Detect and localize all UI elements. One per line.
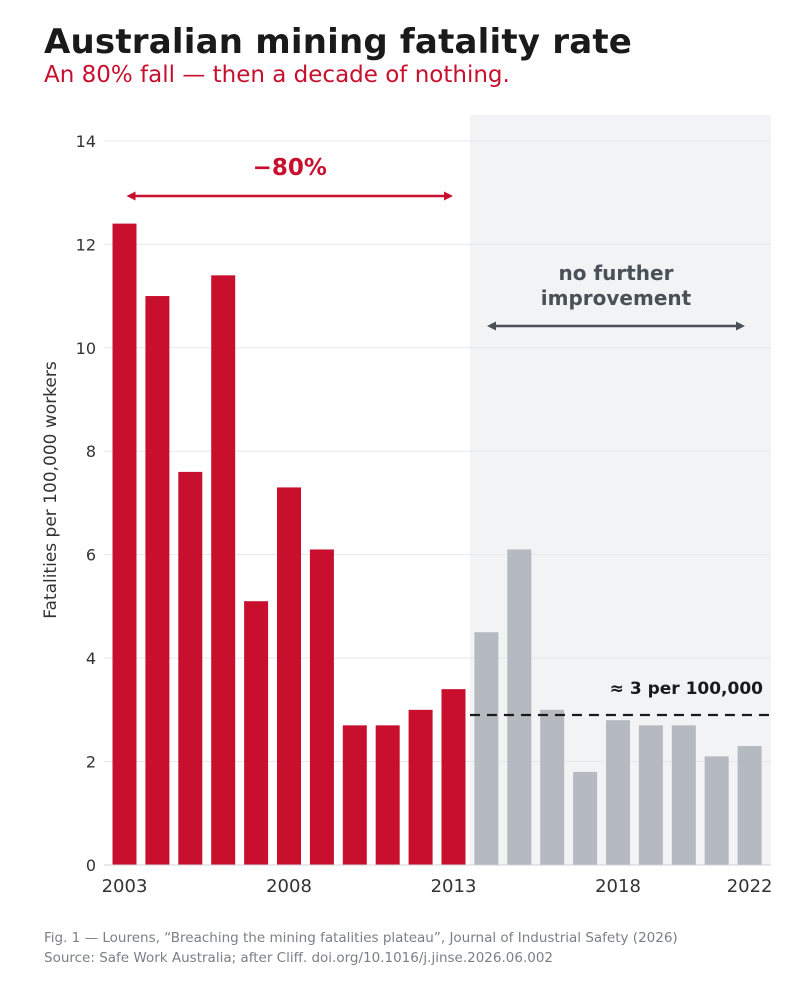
bar-2017 [573, 771, 598, 865]
y-tick-label: 12 [76, 235, 96, 254]
bar-2012 [408, 709, 433, 865]
y-tick-label: 0 [86, 856, 96, 875]
bar-2015 [507, 549, 532, 865]
y-tick-label: 14 [76, 132, 96, 151]
y-tick-label: 6 [86, 546, 96, 565]
plateau-arrow-head-left [487, 321, 496, 331]
bar-2011 [375, 725, 400, 865]
bar-2022 [737, 746, 762, 865]
bar-2004 [145, 296, 170, 865]
caption-citation: Fig. 1 — Lourens, “Breaching the mining … [44, 930, 678, 946]
plateau-annotation-line: improvement [541, 286, 692, 310]
bar-2020 [671, 725, 696, 865]
x-tick-label: 2018 [595, 876, 641, 897]
bar-2018 [606, 720, 630, 865]
x-tick-label: 2008 [266, 876, 312, 897]
bar-2019 [638, 725, 663, 865]
x-tick-label: 2003 [102, 876, 148, 897]
reference-line-label: ≈ 3 per 100,000 [610, 679, 764, 699]
bar-2010 [342, 725, 367, 865]
chart-title: Australian mining fatality rate [44, 22, 633, 62]
bar-2006 [211, 275, 236, 865]
bar-2013 [441, 689, 466, 865]
plateau-annotation-line: no further [559, 261, 674, 285]
bar-2008 [277, 487, 301, 865]
y-tick-label: 2 [86, 753, 96, 772]
y-axis-label: Fatalities per 100,000 workers [41, 361, 61, 619]
plateau-arrow-head-right [736, 321, 745, 331]
bar-2016 [540, 709, 565, 865]
bar-2003 [112, 223, 137, 865]
decline-arrow-head-right [444, 191, 453, 201]
y-tick-label: 4 [86, 649, 96, 668]
bar-2014 [474, 632, 499, 865]
bar-2007 [244, 601, 269, 865]
chart-subtitle: An 80% fall — then a decade of nothing. [44, 62, 510, 88]
x-tick-label: 2022 [727, 876, 773, 897]
decline-arrow-head-left [126, 191, 136, 201]
y-tick-label: 8 [86, 442, 96, 461]
bar-2005 [178, 471, 203, 865]
caption-source: Source: Safe Work Australia; after Cliff… [44, 950, 554, 966]
y-tick-label: 10 [76, 339, 96, 358]
bar-2021 [704, 756, 729, 865]
x-tick-label: 2013 [431, 876, 477, 897]
bar-2009 [309, 549, 334, 865]
figure-caption: Fig. 1 — Lourens, “Breaching the mining … [44, 928, 678, 968]
decline-annotation: −80% [253, 155, 327, 181]
